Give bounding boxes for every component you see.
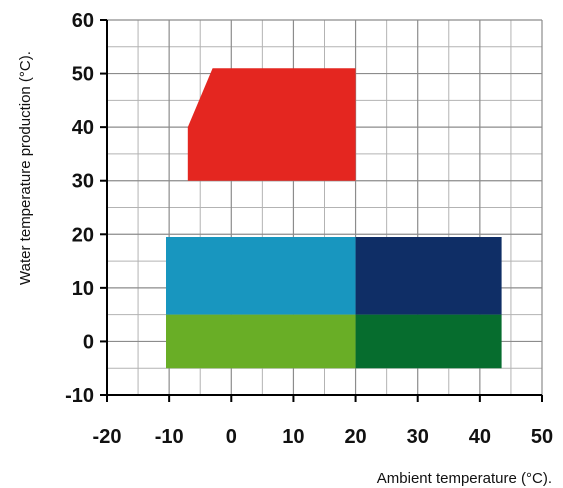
region-4 <box>166 314 356 369</box>
region-5 <box>355 314 502 369</box>
region-1 <box>187 68 356 181</box>
y-tick-label: 60 <box>72 10 94 32</box>
x-tick-label: 0 <box>226 426 237 448</box>
x-tick-label: -10 <box>155 426 184 448</box>
y-tick-label: -10 <box>65 385 94 407</box>
y-tick-label: 30 <box>72 171 94 193</box>
x-tick-label: 10 <box>282 426 304 448</box>
y-tick-label: 0 <box>83 331 94 353</box>
x-tick-label: -20 <box>93 426 122 448</box>
x-axis-label: Ambient temperature (°C). <box>377 470 552 487</box>
y-tick-label: 40 <box>72 117 94 139</box>
x-tick-label: 50 <box>531 426 553 448</box>
region-3 <box>355 237 502 315</box>
x-tick-labels: -20 -10 0 10 20 30 40 50 <box>93 426 554 448</box>
y-axis-label: Water temperature production (°C). <box>17 51 34 285</box>
x-tick-label: 40 <box>469 426 491 448</box>
regions <box>166 68 502 369</box>
x-tick-label: 30 <box>407 426 429 448</box>
y-tick-label: 20 <box>72 224 94 246</box>
x-tick-label: 20 <box>344 426 366 448</box>
region-2 <box>166 237 356 315</box>
y-tick-label: 50 <box>72 64 94 86</box>
y-tick-label: 10 <box>72 278 94 300</box>
y-tick-labels: -10 0 10 20 30 40 50 60 <box>65 10 94 407</box>
